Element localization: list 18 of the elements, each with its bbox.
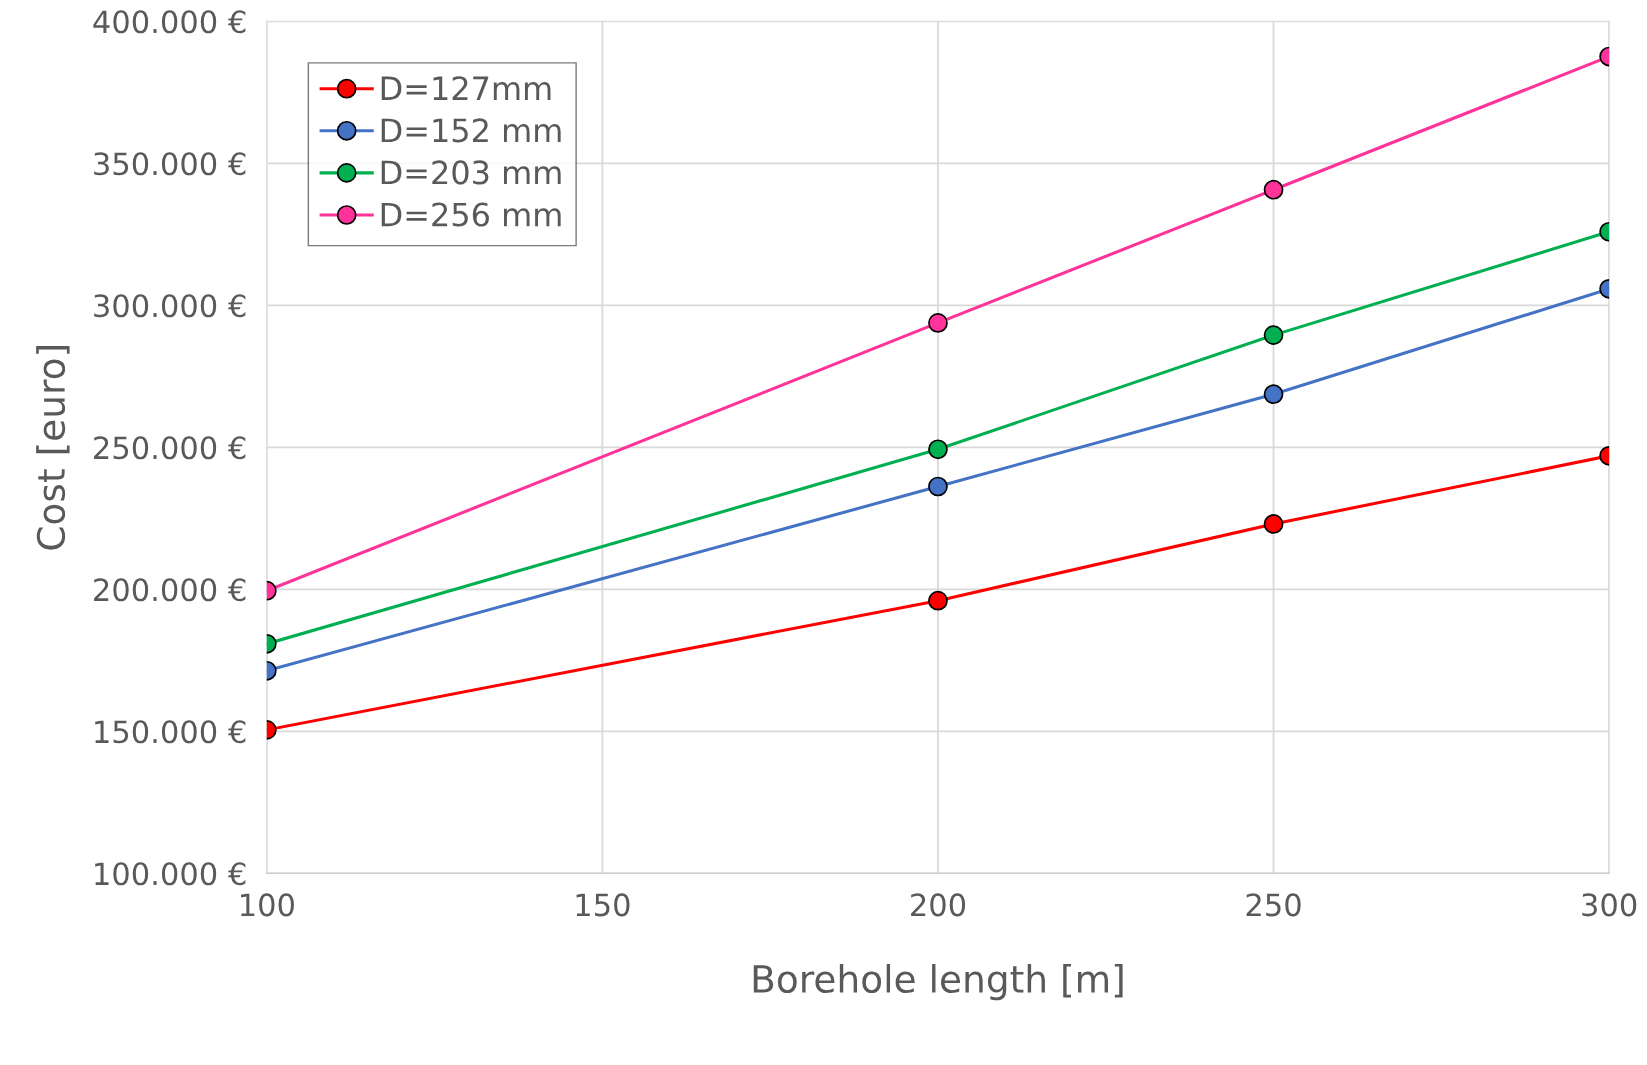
x-tick-label: 300 bbox=[1582, 893, 1637, 917]
legend-label: D=203 mm bbox=[381, 160, 561, 185]
legend-label: D=152 mm bbox=[381, 118, 561, 143]
y-axis-title: Cost [euro] bbox=[36, 346, 70, 550]
y-tick-label: 150.000 € bbox=[95, 720, 246, 744]
x-tick-label: 150 bbox=[576, 893, 630, 917]
legend-label: D=256 mm bbox=[381, 202, 561, 227]
x-axis-title: Borehole length [m] bbox=[753, 963, 1123, 1001]
y-tick-label: 350.000 € bbox=[94, 152, 246, 176]
x-tick-label: 250 bbox=[1246, 893, 1301, 917]
y-tick-label: 100.000 € bbox=[95, 862, 246, 886]
y-tick-label: 400.000 € bbox=[93, 10, 246, 34]
legend-label: D=127mm bbox=[381, 76, 551, 100]
y-tick-label: 300.000 € bbox=[94, 294, 246, 318]
y-tick-label: 250.000 € bbox=[94, 436, 246, 460]
y-tick-label: 200.000 € bbox=[94, 578, 246, 602]
x-tick-label: 200 bbox=[911, 893, 966, 917]
x-tick-label: 100 bbox=[241, 893, 294, 917]
